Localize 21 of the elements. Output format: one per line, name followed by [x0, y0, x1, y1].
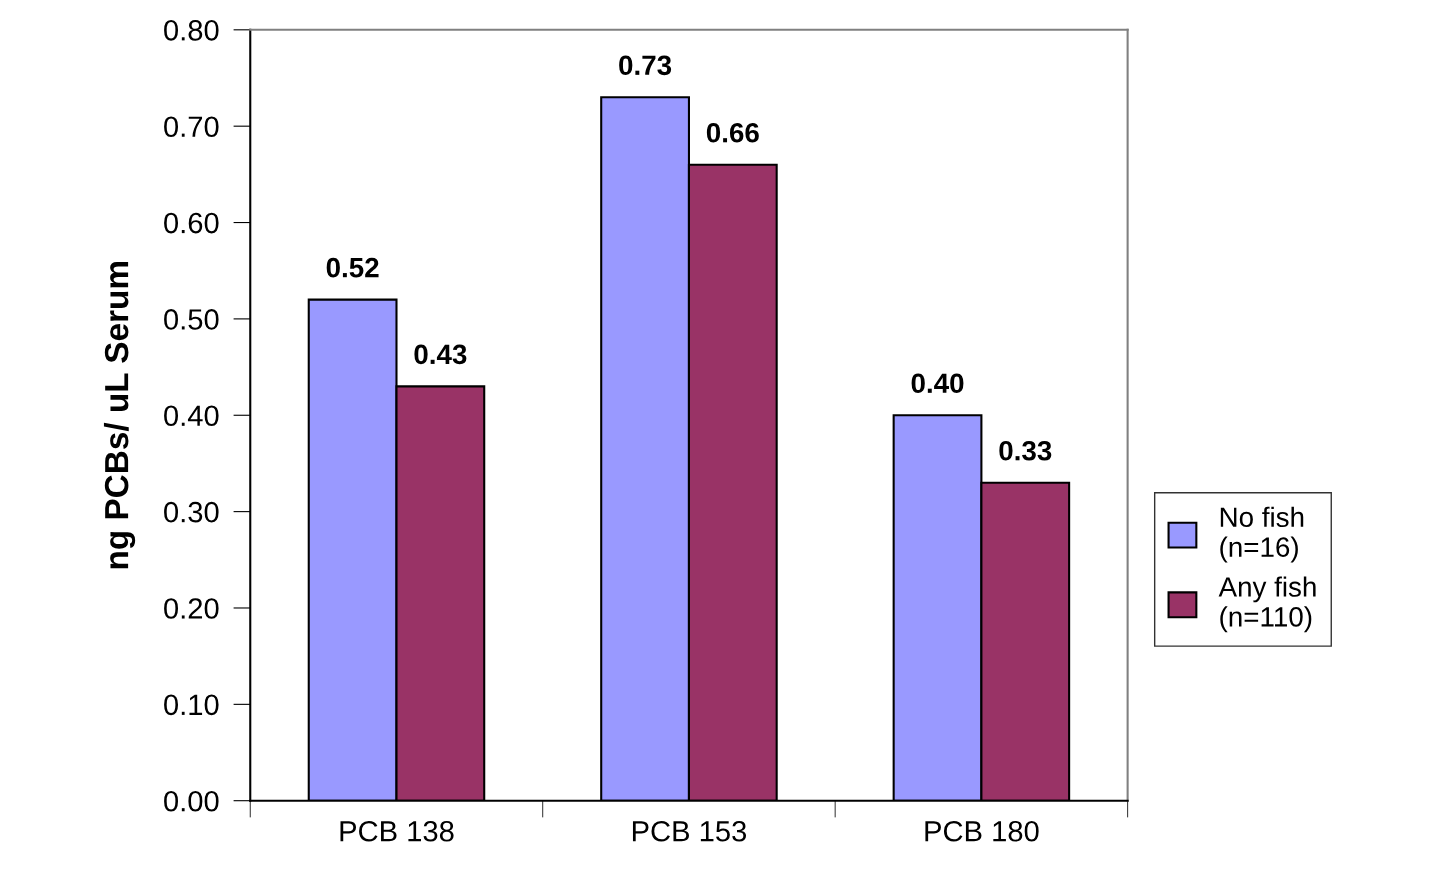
y-tick-label: 0.80 — [164, 20, 219, 41]
x-tick-label: PCB 180 — [925, 820, 1039, 842]
data-label: 0.40 — [911, 373, 964, 394]
y-tick-label: 0.50 — [164, 309, 219, 330]
data-label: 0.43 — [414, 344, 467, 365]
data-label: 0.33 — [999, 440, 1052, 461]
y-axis-title: ng PCBs/ uL Serum — [103, 262, 136, 569]
data-label: 0.66 — [706, 122, 759, 143]
y-tick-label: 0.10 — [164, 694, 219, 716]
x-tick-label: PCB 138 — [340, 820, 454, 842]
data-label: 0.73 — [619, 55, 672, 76]
y-tick-label: 0.30 — [164, 501, 219, 523]
legend-label: No fish (n=16) — [1220, 506, 1304, 563]
y-tick-label: 0.20 — [164, 598, 219, 619]
legend-label: Any fish (n=110) — [1218, 576, 1316, 633]
y-tick-label: 0.00 — [164, 790, 219, 812]
x-tick-label: PCB 153 — [632, 820, 747, 842]
data-label: 0.52 — [326, 257, 379, 278]
y-tick-label: 0.60 — [164, 212, 219, 234]
y-tick-label: 0.40 — [164, 405, 219, 427]
y-tick-label: 0.70 — [164, 116, 219, 138]
